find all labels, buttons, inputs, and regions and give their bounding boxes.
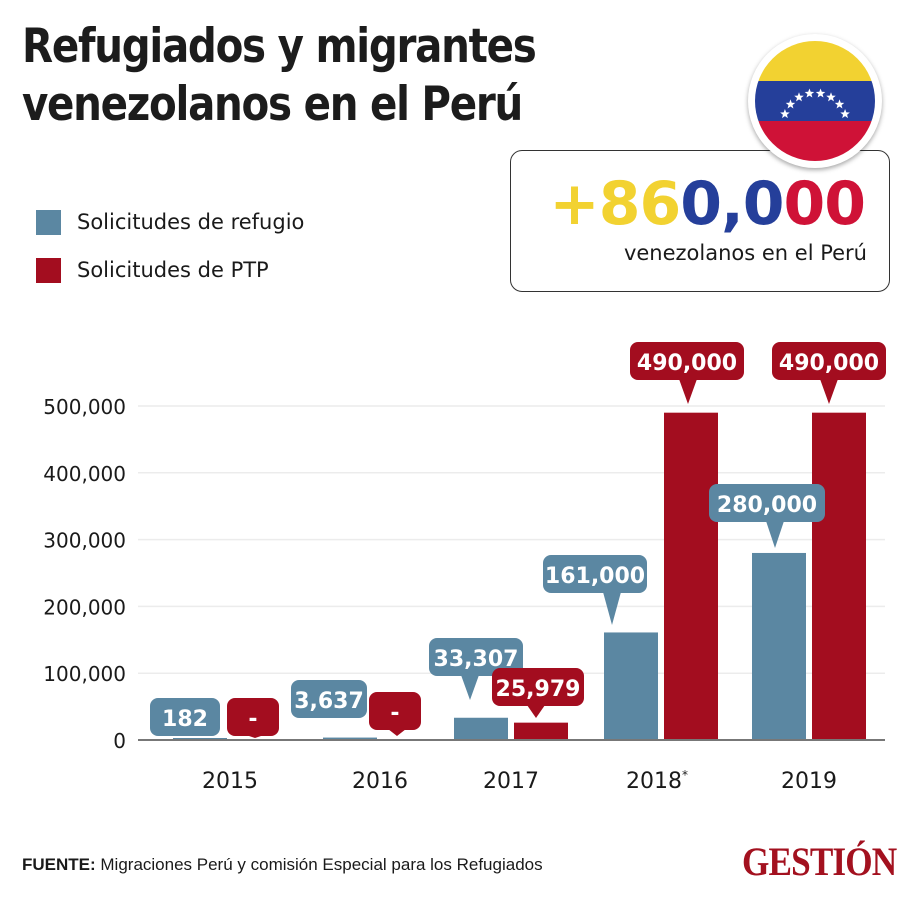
flag-circle [755,41,875,161]
flag-stars [780,88,850,119]
x-tick-label: 2019 [781,769,837,794]
data-label-refugio: 33,307 [429,638,523,700]
data-label-bubble [709,484,825,522]
data-label-text: 280,000 [717,493,817,518]
y-tick-label: 200,000 [43,595,126,619]
bar-ptp [514,722,568,740]
flag-star-icon [815,88,826,98]
flag-star-icon [780,109,790,119]
data-label-bubble [492,668,584,706]
data-label-bubble [543,555,647,593]
data-label-pointer [319,716,337,717]
legend-label-refugio: Solicitudes de refugio [77,210,305,234]
data-label-bubble [369,692,421,730]
bar-refugio [454,717,508,740]
x-tick-footnote-mark: * [682,768,688,782]
title-line-2: venezolanos en el Perú [22,77,523,132]
data-label-bubble [429,638,523,676]
highlight-number-part: +86 [549,169,681,239]
data-label-pointer [527,705,545,718]
data-label-bubble [630,342,744,380]
data-label-text: 3,637 [294,689,364,714]
legend-swatch-ptp [36,257,61,283]
data-label-refugio: 3,637 [291,680,367,718]
bar-refugio [604,632,658,740]
data-label-bubble [227,698,279,736]
data-label-refugio: 280,000 [709,484,825,548]
source-note: FUENTE: Migraciones Perú y comisión Espe… [22,855,543,875]
highlight-label: venezolanos en el Perú [623,241,867,265]
venezuela-flag-icon [748,34,882,168]
data-label-pointer [766,521,784,548]
highlight-box: +860,000 venezolanos en el Perú [510,150,890,292]
data-label-bubble [772,342,886,380]
data-label-bubble [150,698,220,736]
x-tick-label: 2017 [483,769,539,794]
data-label-text: - [390,701,399,726]
bar-ptp [664,412,718,740]
data-label-ptp: - [369,692,421,736]
flag-star-icon [785,99,796,109]
data-label-ptp: 25,979 [492,668,584,718]
source-label: FUENTE: [22,855,96,874]
legend-swatch-refugio [36,209,61,235]
data-label-text: 490,000 [637,351,737,376]
data-label-text: 161,000 [545,564,645,589]
bar-refugio [323,737,377,740]
data-label-text: 33,307 [434,647,519,672]
highlight-number-part: 00 [783,169,866,239]
data-label-text: - [248,707,257,732]
legend-item-refugio: Solicitudes de refugio [36,198,304,246]
data-label-pointer [679,379,697,404]
flag-star-icon [794,92,804,102]
y-tick-label: 100,000 [43,662,126,686]
flag-band-blue [755,81,875,121]
data-label-refugio: 182 [150,698,220,736]
bar-ptp [812,412,866,740]
data-label-pointer [176,735,194,736]
data-label-refugio: 161,000 [543,555,647,625]
data-label-text: 25,979 [496,677,581,702]
x-tick-label: 2016 [352,769,408,794]
legend-item-ptp: Solicitudes de PTP [36,246,304,294]
y-tick-label: 300,000 [43,529,126,553]
gestion-logo: GESTIÓN [741,839,897,884]
flag-star-icon [840,109,850,119]
highlight-number: +860,000 [549,169,866,239]
y-tick-label: 0 [113,729,126,753]
data-label-text: 490,000 [779,351,879,376]
data-label-pointer [820,379,838,404]
highlight-number-part: 0,0 [680,169,784,239]
data-label-ptp: 490,000 [772,342,886,404]
data-label-text: 182 [162,707,208,732]
data-label-pointer [246,735,264,738]
flag-star-icon [834,99,845,109]
chart-legend: Solicitudes de refugio Solicitudes de PT… [36,198,304,294]
page-title: Refugiados y migrantes venezolanos en el… [22,18,537,134]
data-label-pointer [461,675,479,700]
data-label-pointer [388,729,406,736]
source-text: Migraciones Perú y comisión Especial par… [95,855,543,874]
legend-label-ptp: Solicitudes de PTP [77,258,269,282]
x-tick-label: 2018* [626,768,688,794]
data-label-ptp: 490,000 [630,342,744,404]
title-line-1: Refugiados y migrantes [22,19,537,74]
flag-star-icon [826,92,836,102]
bar-refugio [752,552,806,740]
flag-star-icon [804,88,815,98]
data-label-pointer [603,592,621,625]
x-tick-label: 2015 [202,769,258,794]
data-label-ptp: - [227,698,279,738]
data-label-bubble [291,680,367,718]
y-tick-label: 500,000 [43,395,126,419]
y-tick-label: 400,000 [43,462,126,486]
